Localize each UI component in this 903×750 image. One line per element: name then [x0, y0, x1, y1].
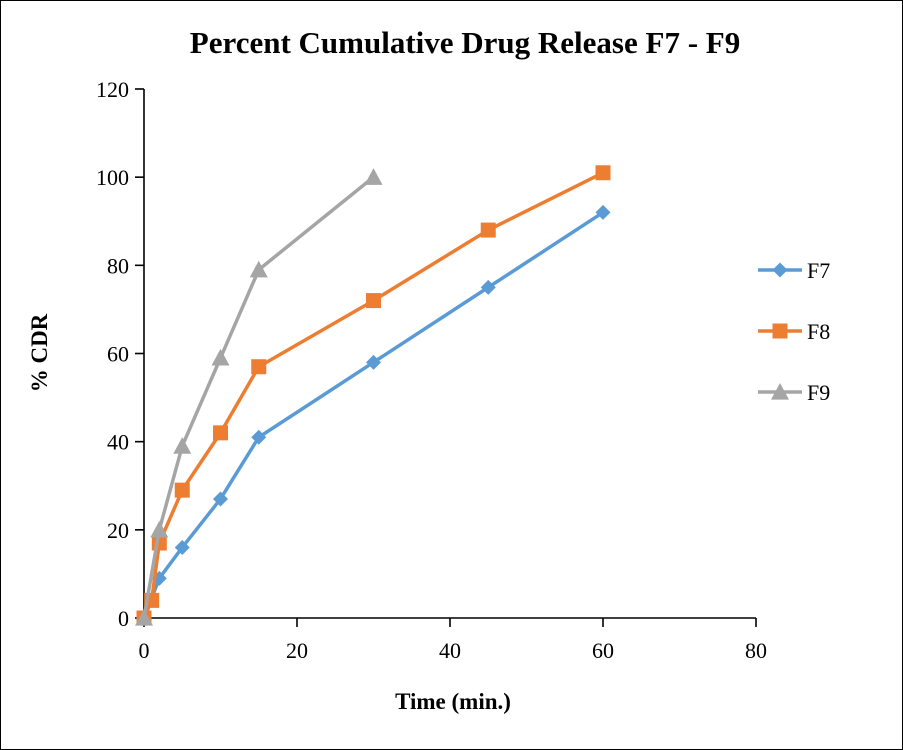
marker-triangle-icon [364, 168, 383, 185]
y-tick-label: 0 [118, 606, 129, 631]
marker-diamond-icon [213, 491, 228, 507]
marker-diamond-icon [174, 539, 190, 555]
marker-diamond-icon [595, 204, 611, 220]
y-axis-title: % CDR [27, 313, 52, 392]
x-tick-label: 80 [745, 638, 767, 663]
marker-triangle-icon [211, 348, 230, 366]
y-tick-label: 120 [96, 77, 129, 102]
legend-label-F9: F9 [807, 380, 830, 405]
y-tick-label: 80 [107, 253, 129, 278]
y-tick-label: 100 [96, 165, 129, 190]
series-line-F7 [142, 210, 605, 620]
series-line-F8 [142, 171, 605, 620]
marker-diamond-icon [251, 429, 267, 445]
marker-square-icon [595, 165, 611, 181]
legend-item-F7: F7 [758, 258, 830, 283]
legend-item-F9: F9 [758, 380, 830, 405]
y-tick-label: 20 [107, 518, 129, 543]
x-tick-label: 40 [439, 638, 461, 663]
y-tick-label: 60 [107, 342, 129, 367]
legend-item-F8: F8 [758, 319, 830, 344]
marker-triangle-icon [135, 609, 153, 626]
y-tick-label: 40 [107, 430, 129, 455]
marker-square-icon [480, 222, 496, 238]
marker-diamond-icon [480, 279, 496, 295]
marker-diamond-icon [366, 354, 381, 370]
marker-triangle-icon [173, 437, 192, 454]
marker-triangle-icon [771, 383, 789, 400]
marker-diamond-icon [772, 262, 788, 278]
marker-triangle-icon [249, 260, 268, 278]
marker-triangle-icon [150, 520, 169, 538]
series-line-F9 [142, 175, 376, 620]
x-tick-label: 20 [286, 638, 308, 663]
marker-square-icon [174, 482, 190, 498]
legend-label-F7: F7 [807, 258, 830, 283]
marker-square-icon [213, 425, 228, 441]
x-tick-label: 0 [139, 638, 150, 663]
x-tick-label: 60 [592, 638, 614, 663]
plot-area: 0 20 40 60 80 100 120 0 20 40 60 80 F7 F8 F9 [96, 77, 830, 663]
chart-title: Percent Cumulative Drug Release F7 - F9 [190, 25, 740, 60]
marker-square-icon [366, 293, 381, 309]
legend-label-F8: F8 [807, 319, 830, 344]
marker-square-icon [251, 359, 267, 375]
x-axis-title: Time (min.) [395, 689, 511, 714]
marker-square-icon [772, 323, 788, 339]
